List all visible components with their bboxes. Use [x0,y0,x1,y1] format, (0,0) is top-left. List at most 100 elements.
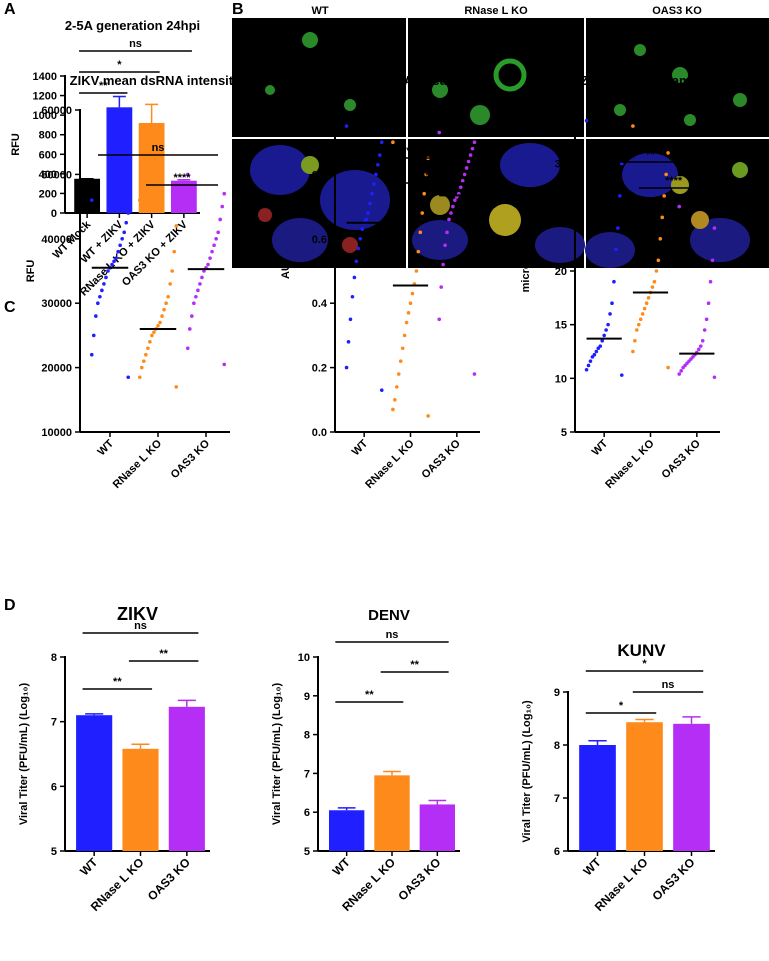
data-point [158,320,162,325]
y-tick-label: 0.6 [312,234,327,246]
data-point [594,349,599,354]
data-point [614,247,618,252]
data-point [376,162,380,167]
y-axis-label: RFU [10,133,22,156]
data-point [174,385,179,389]
x-tick-label: OAS3 KO [659,437,703,481]
data-point [443,243,447,248]
data-point [406,311,411,315]
data-point [633,338,637,343]
y-tick-label: 25 [555,212,567,224]
data-point [139,365,144,370]
x-tick-label: WT [581,855,605,879]
data-point [422,191,426,196]
x-tick-label: RNase L KO [363,437,417,491]
data-point [89,352,94,357]
data-point [398,359,403,363]
y-tick-label: 0.4 [312,298,328,310]
data-point [698,344,703,348]
chart-title: KUNV [617,641,666,660]
y-tick-label: 8 [554,740,560,752]
data-point [348,317,353,322]
data-point [372,182,376,186]
error-bar [112,95,126,108]
data-point [424,172,428,177]
chart-title: ZIKV dsRNA diameter [581,73,715,88]
data-point [662,194,666,198]
y-tick-label: 6 [554,846,560,858]
bar [626,722,663,851]
y-tick-label: 400 [39,169,57,181]
y-tick-label: 5 [304,846,310,858]
data-point [364,217,368,222]
x-tick-label: WT [77,855,101,879]
x-tick-label: WT [590,437,611,458]
data-point [619,161,624,166]
data-point [610,301,614,306]
panel-label: B [232,1,244,18]
data-point [416,249,421,254]
panel-label: D [4,597,16,614]
chart-title: ZIKV dsRNA circularity [337,73,480,88]
data-point [94,314,98,318]
data-point [393,398,397,402]
error-bar [383,770,401,776]
data-point [608,312,612,316]
data-point [418,230,423,235]
data-point [660,215,665,220]
data-point [712,226,717,230]
data-point [604,328,608,332]
data-point [602,333,606,338]
significance-label: ** [113,676,122,688]
data-point [168,282,172,286]
data-point [137,375,142,380]
data-point [706,301,711,306]
data-point [449,211,453,215]
data-point [396,372,401,376]
error-bar [682,716,701,724]
y-tick-label: 8 [51,652,57,664]
data-point [712,375,717,380]
data-point [91,333,96,338]
y-tick-label: 1.0 [312,105,327,117]
data-point [368,201,372,206]
data-point [152,330,156,334]
y-axis-label: Viral Titer (PFU/mL) (Log₁₀) [521,700,533,843]
x-tick-label: WT [96,437,117,458]
data-point [644,301,649,306]
chart-title: ZIKV [117,604,158,624]
data-point [185,172,190,177]
significance-label: ns [386,629,399,641]
data-point [185,346,190,351]
y-tick-label: 1200 [33,91,57,103]
data-point [172,249,177,254]
data-point [196,288,200,293]
data-point [708,279,713,284]
data-point [344,124,349,128]
data-point [631,124,635,128]
data-point [584,118,589,123]
data-point [174,224,179,228]
data-point [374,172,378,177]
column-label: WT [311,5,328,17]
data-point [379,388,384,392]
data-point [198,282,202,286]
data-point [354,259,359,264]
data-point [600,338,605,343]
y-tick-label: 6 [304,807,310,819]
data-point [160,314,164,318]
data-point [104,275,108,280]
x-tick-label: OAS3 KO [650,855,698,903]
data-point [586,363,591,368]
micrographs: ER dsRNA WT RNase L KO OAS3 KO [232,5,769,268]
data-point [656,258,661,263]
bar [579,745,616,851]
data-point [408,301,413,306]
significance-label: **** [402,145,420,157]
data-point [137,198,142,202]
x-tick-label: OAS3 KO [395,855,443,903]
data-point [666,365,670,370]
y-axis-label: AU [280,263,292,279]
data-point [466,159,471,164]
data-point [358,237,363,241]
